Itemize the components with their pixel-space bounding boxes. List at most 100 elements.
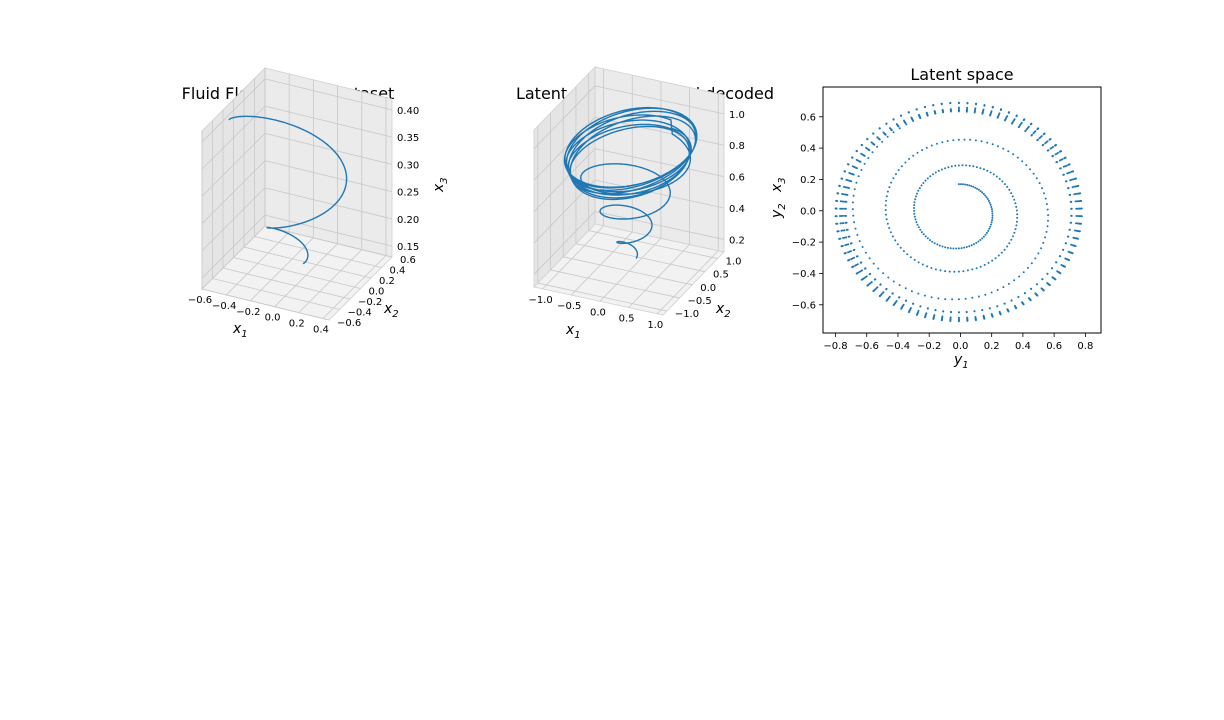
scatter-point (975, 241, 978, 244)
scatter-point (934, 111, 936, 114)
scatter-point (1044, 236, 1047, 239)
scatter-point (1072, 236, 1075, 239)
scatter-point (997, 254, 1000, 257)
scatter-point (1015, 114, 1018, 117)
scatter-point (1010, 299, 1013, 302)
scatter-point (908, 309, 911, 312)
scatter-point (894, 302, 896, 305)
scatter-point (1003, 183, 1006, 186)
scatter-point (851, 156, 854, 159)
scatter-point (975, 267, 978, 270)
scatter-point (1007, 282, 1010, 285)
scatter-point (1004, 117, 1007, 120)
scatter-point (940, 168, 943, 171)
scatter-point (858, 240, 861, 243)
scatter-point (863, 277, 866, 279)
scatter-point (904, 287, 907, 290)
grid-line (201, 288, 330, 321)
scatter-point (934, 171, 937, 174)
scatter-point (848, 258, 851, 261)
scatter-point (841, 200, 844, 203)
scatter-point (840, 215, 843, 217)
scatter-point (898, 127, 901, 130)
x-tick-label: −1.0 (528, 295, 552, 306)
scatter-point (957, 101, 960, 104)
panel-2-grid (533, 68, 725, 315)
scatter-point (1002, 286, 1005, 289)
scatter-point (982, 193, 985, 195)
scatter-point (1076, 222, 1079, 225)
scatter-point (1080, 222, 1083, 225)
scatter-point (922, 233, 925, 236)
scatter-point (1070, 207, 1073, 210)
grid-line (264, 105, 393, 138)
scatter-point (1018, 275, 1021, 278)
scatter-point (1080, 207, 1083, 210)
scatter-point (851, 165, 854, 168)
scatter-point (1069, 179, 1072, 182)
scatter-point (843, 229, 846, 232)
scatter-point (1064, 257, 1067, 260)
scatter-point (983, 263, 986, 266)
scatter-point (897, 169, 900, 172)
grid-line (233, 257, 361, 289)
scatter-point (869, 272, 872, 275)
scatter-point (1010, 238, 1013, 241)
scatter-point (884, 209, 887, 211)
scatter-point (1043, 132, 1046, 135)
scatter-point (918, 115, 921, 118)
scatter-point (1076, 215, 1079, 217)
scatter-point (932, 173, 934, 176)
scatter-point (955, 247, 958, 250)
series-line-0 (228, 115, 348, 265)
scatter-point (1042, 241, 1045, 244)
scatter-point (1044, 142, 1047, 145)
scatter-point (885, 213, 887, 216)
scatter-point (1042, 143, 1045, 146)
scatter-point (915, 195, 917, 198)
scatter-point (874, 278, 877, 281)
z-tick-label: 0.35 (397, 133, 419, 144)
scatter-point (1062, 248, 1065, 251)
scatter-point (1054, 153, 1057, 156)
scatter-point (1027, 297, 1030, 300)
z-tick-label: 1.0 (729, 110, 745, 121)
scatter-point (991, 219, 994, 222)
scatter-point (894, 173, 897, 176)
scatter-point (926, 237, 929, 240)
grid-line (594, 148, 725, 178)
scatter-point (855, 167, 858, 170)
scatter-point (846, 228, 849, 231)
scatter-point (855, 181, 858, 184)
grid-line (599, 238, 662, 302)
grid-line (243, 246, 372, 279)
scatter-point (991, 212, 994, 215)
scatter-point (1062, 165, 1065, 168)
grid-line (656, 250, 719, 315)
y-tick-label: 0.0 (800, 206, 816, 217)
scatter-point (964, 297, 967, 300)
panel-1-grid (201, 68, 393, 321)
scatter-point (889, 231, 892, 234)
scatter-point (1036, 294, 1039, 297)
scatter-point (850, 180, 853, 183)
scatter-point (887, 298, 890, 300)
scatter-point (845, 178, 848, 181)
scatter-point (1073, 185, 1075, 188)
scatter-point (926, 177, 929, 180)
scatter-point (947, 166, 950, 169)
scatter-point (991, 210, 994, 213)
scatter-point (1051, 276, 1054, 279)
scatter-point (1070, 214, 1073, 217)
x-tick-label: −0.4 (212, 301, 236, 312)
scatter-point (944, 298, 947, 301)
grid-line (594, 85, 725, 115)
panel-1-curve (228, 115, 348, 265)
scatter-point (836, 200, 839, 202)
scatter-point (929, 239, 931, 242)
scatter-point (926, 265, 929, 268)
scatter-point (917, 292, 920, 295)
scatter-point (981, 237, 984, 240)
scatter-point (1041, 187, 1043, 190)
scatter-point (997, 114, 1000, 117)
